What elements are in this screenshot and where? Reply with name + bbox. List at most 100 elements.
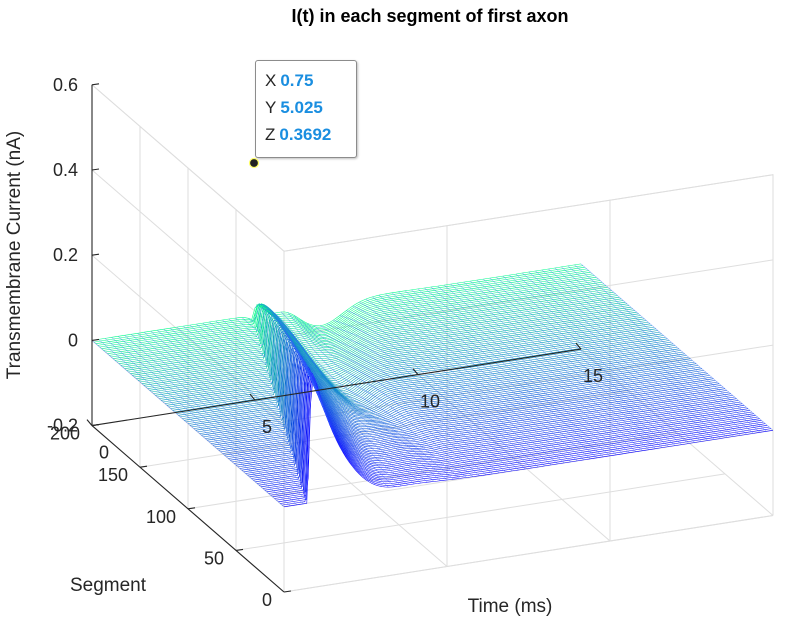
datatip-y-row: Y 5.025 bbox=[265, 98, 323, 117]
series-line bbox=[463, 281, 656, 449]
series-line bbox=[307, 323, 500, 474]
y-tick-label: 100 bbox=[146, 507, 176, 527]
datatip-z-row: Z 0.3692 bbox=[265, 125, 332, 144]
series-line bbox=[95, 266, 585, 344]
series-line bbox=[195, 338, 685, 431]
y-tick-label: 150 bbox=[98, 465, 128, 485]
x-tick-mark bbox=[575, 342, 582, 350]
series-line bbox=[267, 312, 461, 479]
series-line bbox=[437, 285, 630, 453]
y-floor-gridline bbox=[187, 431, 678, 510]
series-line bbox=[163, 328, 356, 471]
series-line bbox=[268, 370, 758, 494]
series-line bbox=[450, 283, 643, 451]
series-line bbox=[293, 315, 487, 476]
series-line bbox=[170, 327, 363, 478]
series-line bbox=[116, 285, 607, 363]
series-line bbox=[372, 296, 565, 464]
y-axis-label: Segment bbox=[70, 575, 147, 596]
z-tick-mark bbox=[91, 168, 100, 171]
x-axis-label: Time (ms) bbox=[468, 596, 553, 617]
series-line bbox=[264, 366, 754, 491]
series-line bbox=[172, 328, 662, 411]
tick-labels: -0.2 0 0.2 0.4 0.6 0 50 100 150 200 0 5 10 15 bbox=[47, 75, 603, 610]
series-line bbox=[99, 270, 589, 348]
series-line bbox=[139, 305, 630, 383]
y-tick-mark bbox=[91, 424, 100, 427]
z-axis-label: Transmembrane Current (nA) bbox=[4, 131, 25, 379]
datatip-x-value: 0.75 bbox=[280, 71, 314, 90]
series-line bbox=[522, 272, 715, 440]
series-line bbox=[155, 318, 645, 396]
series-line bbox=[228, 312, 422, 484]
y-tick-mark bbox=[187, 507, 196, 510]
series-line bbox=[161, 322, 651, 401]
series-line bbox=[109, 278, 599, 356]
series-line bbox=[151, 315, 641, 393]
series-line bbox=[548, 268, 741, 436]
series-line bbox=[352, 305, 545, 467]
series-line bbox=[280, 373, 770, 504]
series-line bbox=[262, 366, 752, 489]
series-line bbox=[280, 311, 474, 477]
series-line bbox=[535, 270, 728, 438]
series-line bbox=[476, 279, 669, 447]
series-line bbox=[132, 298, 622, 376]
series-line bbox=[205, 341, 695, 439]
z-tick-label: 0.6 bbox=[53, 75, 78, 95]
series-line bbox=[257, 362, 747, 484]
series-line bbox=[260, 364, 751, 488]
series-line bbox=[411, 289, 604, 458]
y-tick-mark bbox=[283, 590, 292, 593]
z-tick-mark bbox=[91, 338, 100, 341]
series-line bbox=[147, 311, 637, 389]
series-line bbox=[118, 286, 608, 364]
series-line bbox=[254, 303, 448, 481]
datatip-z-value: 0.3692 bbox=[279, 125, 332, 144]
series-line bbox=[137, 333, 330, 474]
series-line bbox=[193, 336, 683, 429]
series-line bbox=[424, 287, 617, 456]
series-line bbox=[283, 375, 774, 508]
series-line bbox=[183, 325, 376, 486]
series-line bbox=[199, 339, 689, 434]
series-line bbox=[248, 304, 441, 481]
series-line bbox=[124, 335, 317, 493]
series-line bbox=[113, 281, 603, 359]
series-line bbox=[130, 296, 620, 374]
series-line bbox=[456, 282, 650, 450]
y-floor-gridline bbox=[235, 473, 726, 551]
y-tick-mark bbox=[139, 465, 148, 468]
x-tick-mark bbox=[249, 393, 256, 401]
z-tick-mark bbox=[91, 253, 100, 256]
series-line bbox=[235, 308, 428, 483]
series-line bbox=[209, 321, 402, 487]
datatip-marker[interactable] bbox=[248, 157, 260, 169]
series-line bbox=[189, 335, 679, 426]
series-line bbox=[346, 310, 539, 468]
series-line bbox=[339, 315, 532, 469]
mesh-surface bbox=[91, 263, 774, 508]
series-line bbox=[258, 366, 749, 486]
series-line bbox=[274, 312, 467, 478]
x-tick-label: 10 bbox=[420, 392, 440, 412]
series-line bbox=[178, 330, 668, 416]
series-line bbox=[398, 291, 591, 460]
datatip-box[interactable]: X 0.75 Y 5.025 Z 0.3692 bbox=[255, 60, 357, 158]
series-line bbox=[145, 310, 635, 388]
series-line bbox=[184, 332, 674, 421]
series-line bbox=[385, 293, 578, 462]
y-floor-gridline bbox=[283, 515, 774, 593]
y-tick-label: 200 bbox=[50, 424, 80, 444]
series-line bbox=[561, 266, 754, 434]
x-axis-line bbox=[91, 348, 582, 427]
series-line bbox=[272, 372, 762, 498]
z-tick-mark bbox=[91, 83, 100, 86]
series-line bbox=[187, 333, 678, 424]
series-line bbox=[98, 339, 291, 507]
series-line bbox=[326, 323, 519, 471]
y-tick-mark bbox=[235, 548, 244, 551]
series-line bbox=[251, 360, 741, 479]
series-line bbox=[470, 280, 663, 448]
axes-box bbox=[86, 83, 582, 593]
